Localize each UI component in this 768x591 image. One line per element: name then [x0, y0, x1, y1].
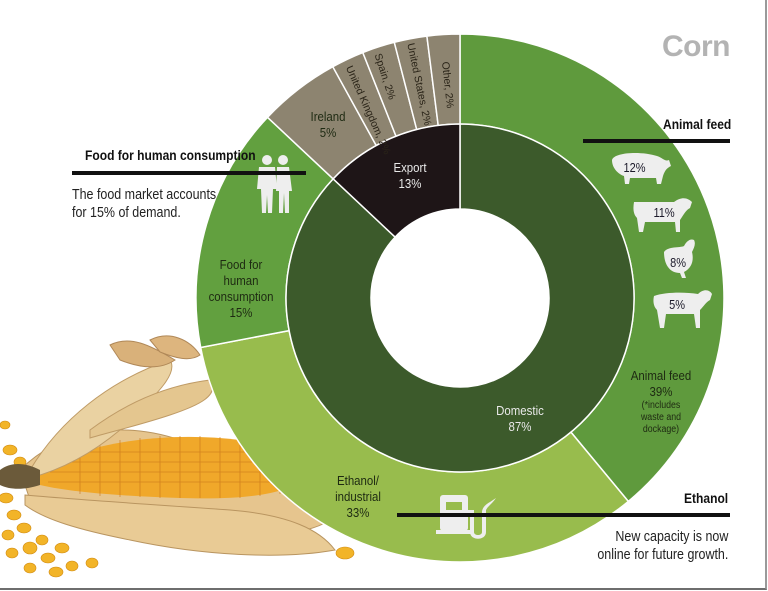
label-ireland: Ireland 5% [302, 109, 355, 141]
pig-icon [612, 152, 671, 184]
label-ethanol-line-2: industrial [335, 489, 381, 504]
dairy-cow-icon [653, 290, 712, 328]
food-callout-text: The food market accounts for 15% of dema… [72, 186, 216, 222]
note-line-3: dockage) [642, 424, 680, 435]
label-ireland-name: Ireland [310, 109, 346, 124]
food-callout-title: Food for human consumption [85, 147, 256, 163]
label-food-line-1: Food for [219, 257, 263, 272]
inner-ring [285, 123, 635, 473]
label-food-line-3: consumption [208, 289, 274, 304]
cow-pct: 11% [653, 206, 675, 220]
label-export-name: Export [393, 160, 427, 175]
ethanol-callout-line-1: New capacity is now [615, 529, 728, 545]
corn-cob-illustration [0, 335, 355, 578]
note-line-2: waste and [640, 412, 682, 423]
people-icon [257, 155, 292, 213]
donut-hole [372, 210, 548, 386]
segment-domestic [285, 123, 635, 473]
chicken-pct: 8% [670, 256, 686, 270]
label-animal-feed-pct: 39% [649, 384, 673, 399]
cow-icon [633, 198, 692, 232]
label-animal-feed: Animal feed 39% (*includes waste and doc… [618, 368, 704, 436]
label-domestic-name: Domestic [496, 403, 544, 418]
pig-pct: 12% [623, 161, 646, 175]
food-callout-line-1: The food market accounts [72, 187, 217, 203]
label-animal-feed-note: (*includes waste and dockage) [618, 400, 704, 436]
label-food-pct: 15% [229, 305, 253, 320]
animal-feed-rule [583, 139, 730, 143]
label-food: Food for human consumption 15% [201, 257, 280, 321]
label-ethanol-line-1: Ethanol/ [337, 473, 379, 488]
animal-feed-callout-title: Animal feed [663, 116, 732, 132]
label-animal-feed-name: Animal feed [630, 368, 692, 383]
ethanol-callout-text: New capacity is now online for future gr… [597, 528, 728, 564]
chicken-icon [664, 239, 695, 278]
label-domestic: Domestic 87% [485, 403, 555, 435]
label-ethanol-pct: 33% [346, 505, 370, 520]
dairy-cow-pct: 5% [669, 298, 685, 312]
food-rule [72, 171, 306, 175]
food-callout-line-2: for 15% of demand. [72, 205, 181, 221]
ethanol-callout-title: Ethanol [684, 490, 729, 506]
label-domestic-pct: 87% [508, 419, 532, 434]
label-export: Export 13% [382, 160, 438, 192]
label-export-pct: 13% [398, 176, 422, 191]
label-ethanol: Ethanol/ industrial 33% [323, 473, 393, 521]
segment-export [332, 123, 461, 239]
ethanol-callout-line-2: online for future growth. [596, 547, 728, 563]
label-food-line-2: human [223, 273, 259, 288]
label-ireland-pct: 5% [319, 125, 337, 140]
chart-title: Corn [662, 30, 731, 63]
note-line-1: (*includes [641, 400, 681, 411]
ethanol-rule [397, 513, 730, 517]
